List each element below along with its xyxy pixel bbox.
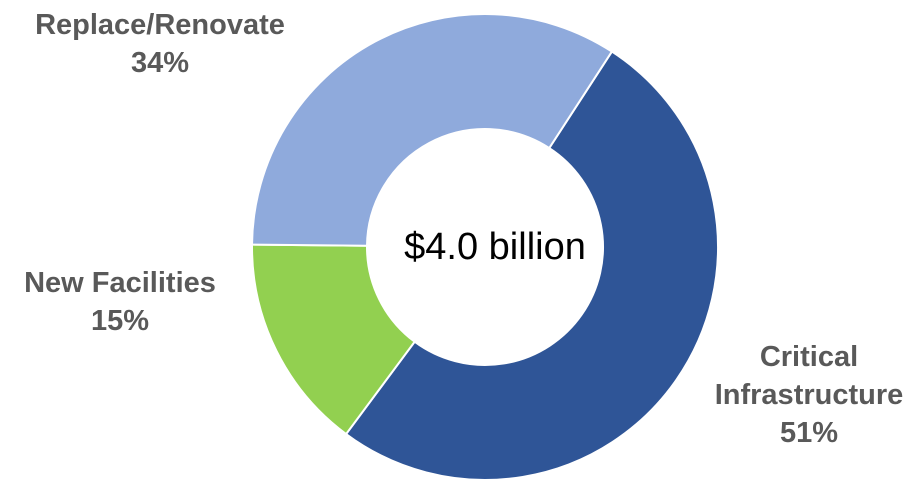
donut-center-label: $4.0 billion [404,226,586,268]
slice-name: Replace/Renovate [35,9,285,41]
slice-name-line2: Infrastructure [714,379,904,411]
donut-slice-replace-renovate [251,13,614,247]
slice-label-replace-renovate: Replace/Renovate 34% [10,6,310,82]
slice-name: New Facilities [24,267,216,299]
slice-percent: 34% [130,47,190,79]
slice-percent: 51% [779,417,839,449]
slice-label-critical-infrastructure: Critical Infrastructure 51% [696,338,922,452]
donut-slice-new-facilities [251,243,417,436]
donut-slice-critical-infrastructure [344,50,719,481]
slice-label-new-facilities: New Facilities 15% [0,264,240,340]
slice-name: Critical [759,341,859,373]
slice-percent: 15% [90,305,150,337]
